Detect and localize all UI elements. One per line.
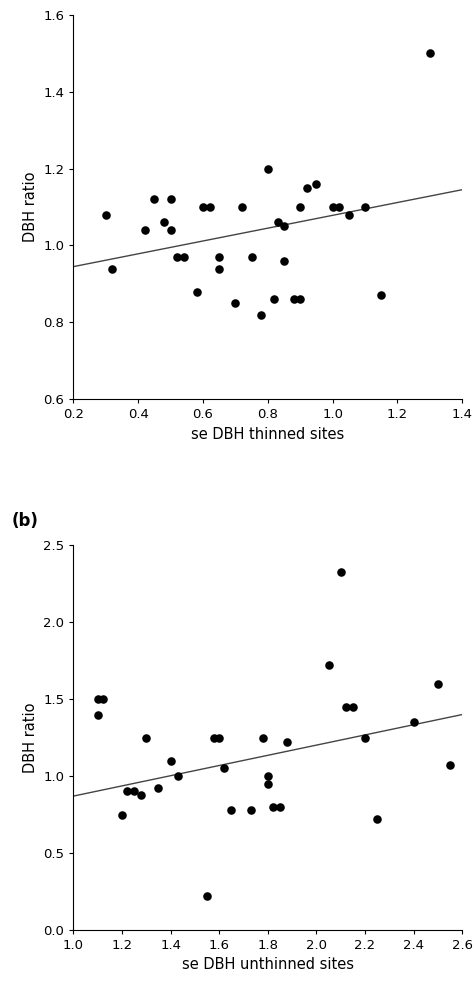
Point	[193, 283, 201, 299]
Y-axis label: DBH ratio: DBH ratio	[23, 172, 38, 242]
Point	[160, 215, 168, 230]
Point	[247, 802, 255, 818]
Point	[410, 714, 417, 730]
Point	[296, 291, 304, 307]
Point	[271, 291, 278, 307]
Point	[312, 176, 320, 192]
Point	[215, 261, 223, 277]
Point	[143, 730, 150, 746]
Point	[257, 307, 265, 323]
Point	[102, 207, 109, 222]
Point	[99, 692, 106, 707]
Point	[280, 253, 288, 269]
Point	[199, 199, 207, 215]
Point	[335, 199, 343, 215]
Point	[137, 786, 145, 802]
Point	[220, 761, 228, 776]
X-axis label: se DBH unthinned sites: se DBH unthinned sites	[182, 957, 354, 972]
Point	[94, 707, 101, 722]
Point	[210, 730, 218, 746]
Point	[377, 287, 385, 303]
Point	[264, 776, 272, 792]
Point	[173, 249, 181, 265]
Point	[264, 160, 272, 176]
Point	[248, 249, 255, 265]
Point	[426, 45, 434, 61]
Point	[342, 699, 349, 714]
Point	[269, 799, 276, 815]
Point	[215, 249, 223, 265]
Point	[123, 783, 131, 799]
Point	[434, 676, 442, 692]
Point	[290, 291, 298, 307]
Point	[130, 783, 138, 799]
Point	[361, 730, 369, 746]
Point	[155, 780, 162, 796]
Point	[296, 199, 304, 215]
Point	[361, 199, 369, 215]
Point	[446, 758, 454, 773]
Point	[94, 692, 101, 707]
Text: (b): (b)	[11, 512, 38, 530]
Point	[180, 249, 187, 265]
Point	[303, 180, 310, 196]
Point	[325, 657, 332, 673]
Point	[259, 730, 267, 746]
Point	[276, 799, 284, 815]
Y-axis label: DBH ratio: DBH ratio	[23, 703, 38, 772]
Point	[151, 192, 158, 208]
Point	[228, 802, 235, 818]
Point	[238, 199, 246, 215]
Point	[232, 295, 239, 311]
X-axis label: se DBH thinned sites: se DBH thinned sites	[191, 427, 345, 442]
Point	[337, 564, 345, 580]
Point	[345, 207, 353, 222]
Point	[280, 218, 288, 234]
Point	[141, 222, 148, 238]
Point	[215, 730, 223, 746]
Point	[206, 199, 213, 215]
Point	[283, 734, 291, 750]
Point	[167, 222, 174, 238]
Point	[374, 811, 381, 827]
Point	[118, 807, 126, 823]
Point	[167, 192, 174, 208]
Point	[167, 753, 174, 769]
Point	[174, 769, 182, 784]
Point	[349, 699, 356, 714]
Point	[264, 769, 272, 784]
Point	[203, 889, 211, 904]
Point	[329, 199, 337, 215]
Point	[109, 261, 116, 277]
Point	[273, 215, 281, 230]
